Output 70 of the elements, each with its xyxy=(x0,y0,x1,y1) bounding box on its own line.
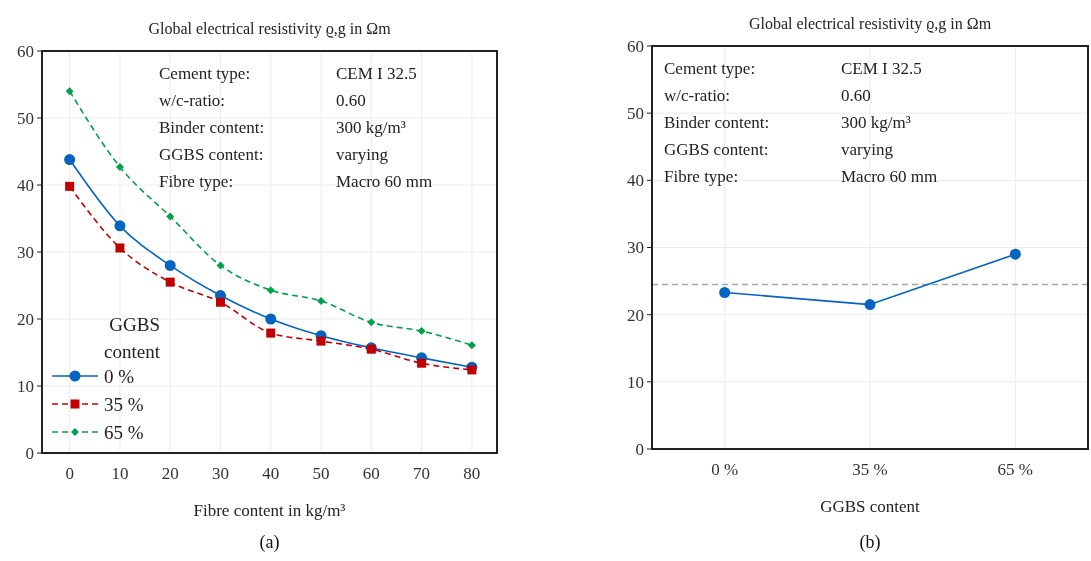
point xyxy=(467,365,477,375)
point xyxy=(216,261,225,270)
x-tick-label: 20 xyxy=(161,464,179,483)
y-tick-label: 20 xyxy=(17,309,34,329)
y-tick-label: 30 xyxy=(627,238,644,258)
text: Binder content: 300 kg/m³ xyxy=(159,118,406,137)
point xyxy=(115,243,125,253)
x-tick-label: 70 xyxy=(413,464,431,483)
text: w/c-ratio: 0.60 xyxy=(664,86,871,105)
point xyxy=(65,181,75,191)
x-axis-title: GGBS content xyxy=(820,497,921,516)
chart-title: Global electrical resistivity ϱ,g in Ωm xyxy=(748,15,992,33)
x-tick-label: 60 xyxy=(362,464,380,483)
point xyxy=(317,296,326,305)
legend-title: GGBS content xyxy=(104,314,161,362)
x-axis-title: Fibre content in kg/m³ xyxy=(193,501,346,520)
legend-label: 0 % xyxy=(104,365,135,387)
text: GGBS content: varying xyxy=(159,145,388,164)
text: Fibre type: Macro 60 mm xyxy=(664,167,938,186)
point xyxy=(65,87,74,96)
point xyxy=(417,327,426,336)
y-tick-label: 10 xyxy=(627,372,644,392)
text: w/c-ratio: 0.60 xyxy=(159,91,366,110)
legend-label: 35 % xyxy=(104,393,144,415)
point xyxy=(367,318,376,327)
point xyxy=(64,154,76,166)
text: (b) xyxy=(859,532,881,553)
y-tick-label: 50 xyxy=(17,108,34,128)
x-tick-label: 65 % xyxy=(997,460,1034,479)
x-tick-label: 0 xyxy=(65,464,74,483)
y-tick-label: 30 xyxy=(17,242,34,262)
legend-label: 65 % xyxy=(104,421,144,443)
x-tick-label: 35 % xyxy=(852,460,888,479)
point xyxy=(115,162,124,171)
point xyxy=(864,299,876,311)
point xyxy=(266,286,275,295)
chart-title: Global electrical resistivity ϱ,g in Ωm xyxy=(148,20,392,38)
x-tick-label: 10 xyxy=(111,464,129,483)
y-tick-label: 40 xyxy=(627,171,644,191)
x-tick-label: 30 xyxy=(211,464,229,483)
y-tick-label: 60 xyxy=(17,41,34,61)
point xyxy=(1009,248,1021,260)
text: Cement type: CEM I 32.5 xyxy=(159,64,417,83)
point xyxy=(467,341,476,350)
y-tick-label: 0 xyxy=(635,439,644,459)
text: (a) xyxy=(259,532,280,553)
point xyxy=(417,358,427,368)
text: Fibre type: Macro 60 mm xyxy=(159,172,433,191)
y-tick-label: 20 xyxy=(627,305,644,325)
text: GGBS content: varying xyxy=(664,140,893,159)
x-tick-label: 80 xyxy=(463,464,481,483)
x-tick-label: 50 xyxy=(312,464,330,483)
x-tick-label: 40 xyxy=(262,464,280,483)
point xyxy=(266,328,276,338)
y-tick-label: 0 xyxy=(25,443,34,463)
point xyxy=(164,259,176,271)
point xyxy=(316,336,326,346)
x-tick-label: 0 % xyxy=(711,460,739,479)
point xyxy=(114,220,126,232)
point xyxy=(166,212,175,221)
text: Binder content: 300 kg/m³ xyxy=(664,113,911,132)
point xyxy=(719,287,731,298)
text: Cement type: CEM I 32.5 xyxy=(664,59,922,78)
point xyxy=(265,313,277,325)
point xyxy=(215,297,225,307)
point xyxy=(165,277,175,287)
y-tick-label: 60 xyxy=(627,36,644,56)
y-tick-label: 40 xyxy=(17,175,34,195)
y-tick-label: 10 xyxy=(17,376,34,396)
y-tick-label: 50 xyxy=(627,104,644,124)
